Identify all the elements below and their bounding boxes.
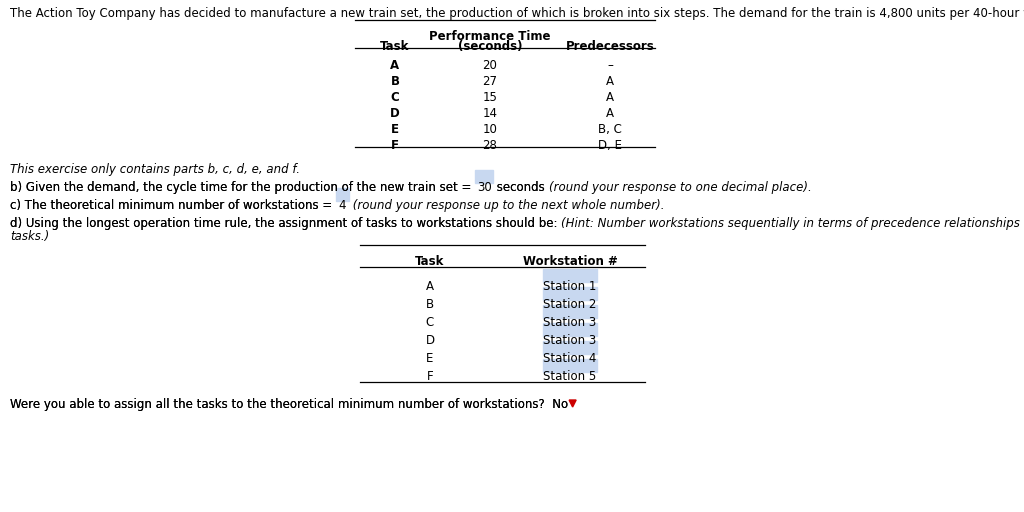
Text: E: E (391, 123, 399, 136)
Text: B: B (390, 75, 399, 88)
Text: A: A (426, 280, 434, 293)
Text: Were you able to assign all the tasks to the theoretical minimum number of works: Were you able to assign all the tasks to… (10, 398, 568, 411)
Text: 27: 27 (482, 75, 498, 88)
Text: –: – (607, 59, 613, 72)
Text: Station 1: Station 1 (544, 280, 597, 293)
FancyBboxPatch shape (475, 170, 494, 183)
Text: c) The theoretical minimum number of workstations =: c) The theoretical minimum number of wor… (10, 199, 336, 212)
Text: B, C: B, C (598, 123, 622, 136)
Text: Station 3: Station 3 (544, 334, 597, 347)
Text: F: F (427, 370, 433, 383)
Text: D: D (390, 107, 400, 120)
Text: Performance Time: Performance Time (429, 30, 551, 43)
Text: A: A (606, 75, 614, 88)
Text: d) Using the longest operation time rule, the assignment of tasks to workstation: d) Using the longest operation time rule… (10, 217, 561, 230)
Text: 14: 14 (482, 107, 498, 120)
FancyBboxPatch shape (336, 188, 349, 201)
Text: 30: 30 (477, 181, 492, 194)
FancyBboxPatch shape (543, 269, 597, 282)
Text: tasks.): tasks.) (10, 230, 49, 243)
Text: This exercise only contains parts b, c, d, e, and f.: This exercise only contains parts b, c, … (10, 163, 300, 176)
Text: Station 3: Station 3 (544, 316, 597, 329)
Text: Station 5: Station 5 (544, 370, 597, 383)
Text: Task: Task (416, 255, 444, 268)
Text: (round your response to one decimal place).: (round your response to one decimal plac… (549, 181, 811, 194)
Text: b) Given the demand, the cycle time for the production of the new train set =: b) Given the demand, the cycle time for … (10, 181, 475, 194)
FancyBboxPatch shape (543, 305, 597, 318)
Text: Task: Task (380, 40, 410, 53)
FancyBboxPatch shape (543, 341, 597, 354)
Text: 10: 10 (482, 123, 498, 136)
Text: F: F (391, 139, 399, 152)
Text: The Action Toy Company has decided to manufacture a new train set, the productio: The Action Toy Company has decided to ma… (10, 7, 1024, 20)
Text: B: B (426, 298, 434, 311)
Text: seconds: seconds (494, 181, 549, 194)
Text: Were you able to assign all the tasks to the theoretical minimum number of works: Were you able to assign all the tasks to… (10, 398, 568, 411)
Text: D: D (425, 334, 434, 347)
Text: d) Using the longest operation time rule, the assignment of tasks to workstation: d) Using the longest operation time rule… (10, 217, 561, 230)
Text: Workstation #: Workstation # (522, 255, 617, 268)
Text: A: A (606, 107, 614, 120)
Text: Predecessors: Predecessors (565, 40, 654, 53)
Polygon shape (569, 400, 577, 407)
Text: 20: 20 (482, 59, 498, 72)
FancyBboxPatch shape (543, 323, 597, 336)
FancyBboxPatch shape (543, 359, 597, 372)
Text: (round your response up to the next whole number).: (round your response up to the next whol… (349, 199, 665, 212)
Text: A: A (390, 59, 399, 72)
Text: Station 2: Station 2 (544, 298, 597, 311)
Text: C: C (390, 91, 399, 104)
Text: 28: 28 (482, 139, 498, 152)
Text: seconds: seconds (494, 181, 549, 194)
Text: D, E: D, E (598, 139, 622, 152)
Text: A: A (606, 91, 614, 104)
Text: 15: 15 (482, 91, 498, 104)
Text: (seconds): (seconds) (458, 40, 522, 53)
Text: C: C (426, 316, 434, 329)
Text: c) The theoretical minimum number of workstations =: c) The theoretical minimum number of wor… (10, 199, 336, 212)
Text: E: E (426, 352, 434, 365)
Text: (Hint: Number workstations sequentially in terms of precedence relationships and: (Hint: Number workstations sequentially … (561, 217, 1024, 230)
FancyBboxPatch shape (543, 287, 597, 300)
Text: b) Given the demand, the cycle time for the production of the new train set =: b) Given the demand, the cycle time for … (10, 181, 475, 194)
Text: Station 4: Station 4 (544, 352, 597, 365)
Text: 4: 4 (339, 199, 346, 212)
